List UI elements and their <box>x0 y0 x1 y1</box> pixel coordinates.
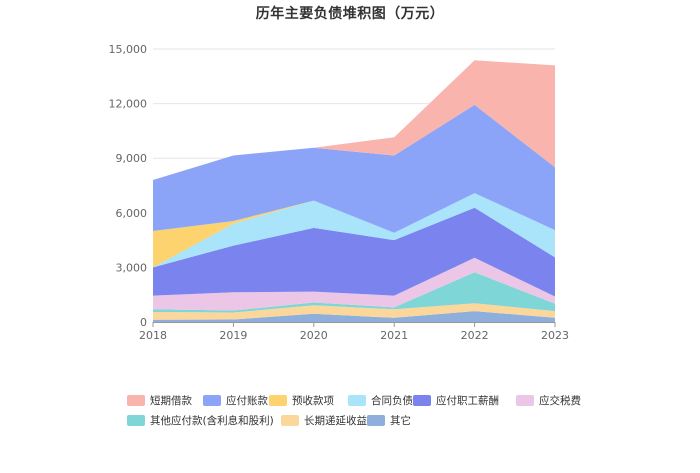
legend-item[interactable]: 应付账款 <box>203 394 268 407</box>
legend-item[interactable]: 长期递延收益 <box>281 414 367 427</box>
area-0 <box>153 311 555 322</box>
legend-item[interactable]: 其他应付款(含利息和股利) <box>127 414 274 427</box>
area-7 <box>153 104 555 233</box>
y-tick-label: 15,000 <box>109 43 148 56</box>
area-series <box>153 60 555 322</box>
x-tick-label: 2023 <box>541 329 569 342</box>
legend-label: 短期借款 <box>150 394 192 407</box>
area-1 <box>153 303 555 320</box>
legend-swatch <box>203 395 221 406</box>
legend-item[interactable]: 应交税费 <box>516 394 581 407</box>
y-tick-label: 9,000 <box>116 152 148 165</box>
legend-item[interactable]: 应付职工薪酬 <box>413 394 499 407</box>
legend-swatch <box>269 395 287 406</box>
legend-item[interactable]: 预收款项 <box>269 394 334 407</box>
x-tick-label: 2022 <box>461 329 489 342</box>
y-tick-label: 12,000 <box>109 98 148 111</box>
x-tick-label: 2019 <box>219 329 247 342</box>
legend-swatch <box>367 415 385 426</box>
legend-swatch <box>348 395 366 406</box>
area-4 <box>153 207 555 297</box>
area-5 <box>153 193 555 268</box>
x-tick-label: 2021 <box>380 329 408 342</box>
legend-swatch <box>127 415 145 426</box>
legend-swatch <box>413 395 431 406</box>
y-tick-label: 3,000 <box>116 261 148 274</box>
area-3 <box>153 257 555 311</box>
legend-item[interactable]: 其它 <box>367 414 411 427</box>
x-tick-label: 2018 <box>139 329 167 342</box>
chart-title: 历年主要负债堆积图（万元） <box>255 6 445 22</box>
legend-label: 应付职工薪酬 <box>436 394 499 407</box>
legend-swatch <box>127 395 145 406</box>
legend-swatch <box>516 395 534 406</box>
legend-label: 应交税费 <box>539 394 581 407</box>
axes: 0 3,000 6,000 9,000 12,000 15,000 2018 2019 2020… <box>109 43 570 342</box>
legend-label: 预收款项 <box>292 394 334 407</box>
y-tick-label: 6,000 <box>116 207 148 220</box>
area-8 <box>153 60 555 180</box>
area-2 <box>153 272 555 313</box>
legend-label: 合同负债 <box>371 394 413 407</box>
legend-item[interactable]: 合同负债 <box>348 394 413 407</box>
legend-label: 其它 <box>390 414 411 427</box>
legend-label: 应付账款 <box>226 394 268 407</box>
legend-label: 其他应付款(含利息和股利) <box>150 414 274 427</box>
legend-item[interactable]: 短期借款 <box>127 394 192 407</box>
legend-label: 长期递延收益 <box>304 414 367 427</box>
x-tick-label: 2020 <box>300 329 328 342</box>
legend-swatch <box>281 415 299 426</box>
y-tick-label: 0 <box>140 316 147 329</box>
